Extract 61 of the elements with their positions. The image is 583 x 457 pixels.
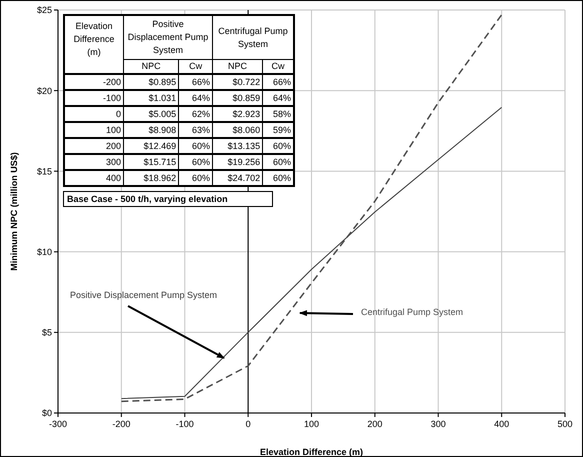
text: 59%	[272, 125, 291, 135]
y-tick-label: $5	[42, 328, 52, 338]
text: 60%	[272, 157, 291, 167]
x-tick-label: 100	[304, 419, 320, 429]
text: 64%	[192, 93, 210, 103]
x-tick-label: 300	[430, 419, 446, 429]
text: $8.908	[148, 125, 176, 135]
text: 64%	[272, 93, 291, 103]
y-axis-title: Minimum NPC (million US$)	[9, 152, 20, 271]
text: $0.859	[232, 93, 260, 103]
text: $13.135	[228, 141, 260, 151]
text: $1.031	[148, 93, 176, 103]
x-tick-label: 400	[494, 419, 510, 429]
text: $19.256	[228, 157, 260, 167]
text: NPC	[142, 61, 161, 71]
text: NPC	[228, 61, 248, 71]
text: 62%	[192, 109, 210, 119]
text: Centrifugal Pump System	[361, 307, 464, 317]
text: 60%	[192, 157, 210, 167]
text: 66%	[272, 77, 291, 87]
text: Positive Displacement Pump System	[128, 19, 208, 55]
text: $0.895	[148, 77, 176, 87]
text: $18.962	[144, 173, 176, 183]
x-tick-label: -100	[176, 419, 194, 429]
text: Cw	[189, 61, 202, 71]
text: 60%	[192, 141, 210, 151]
y-tick-label: $15	[36, 166, 52, 176]
x-tick-label: -300	[48, 419, 68, 429]
x-tick-label: -200	[112, 419, 130, 429]
text: Centrifugal Pump System	[218, 26, 288, 48]
text: $24.702	[228, 173, 260, 183]
text: $12.469	[144, 141, 176, 151]
text: $0.722	[232, 77, 260, 87]
x-tick-label: 0	[246, 419, 251, 429]
text: -100	[102, 93, 121, 103]
y-tick-label: $10	[36, 246, 52, 257]
text: Base Case - 500 t/h, varying elevation	[67, 194, 228, 204]
text: 63%	[192, 125, 210, 135]
text: Elevation Difference (m)	[74, 21, 114, 57]
x-tick-label: 500	[557, 419, 573, 429]
text: 400	[106, 173, 121, 183]
text: 66%	[192, 77, 210, 87]
x-tick-label: 200	[367, 419, 382, 429]
text: $2.923	[232, 109, 260, 119]
y-tick-label: $20	[36, 86, 52, 96]
text: 200	[106, 141, 121, 151]
text: 300	[106, 157, 121, 167]
y-tick-label: $25	[36, 5, 52, 16]
text: $5.005	[148, 109, 176, 119]
text: 60%	[192, 173, 210, 183]
text: -200	[102, 77, 121, 87]
text: $15.715	[144, 157, 176, 167]
text: 60%	[272, 173, 291, 183]
text: $8.060	[232, 125, 260, 135]
y-tick-label: $0	[42, 408, 52, 418]
text: Positive Displacement Pump System	[70, 290, 218, 300]
text: 0	[116, 109, 121, 119]
text: Cw	[272, 61, 285, 71]
text: 100	[106, 125, 121, 135]
text: 58%	[272, 109, 291, 119]
text: 60%	[272, 141, 291, 151]
